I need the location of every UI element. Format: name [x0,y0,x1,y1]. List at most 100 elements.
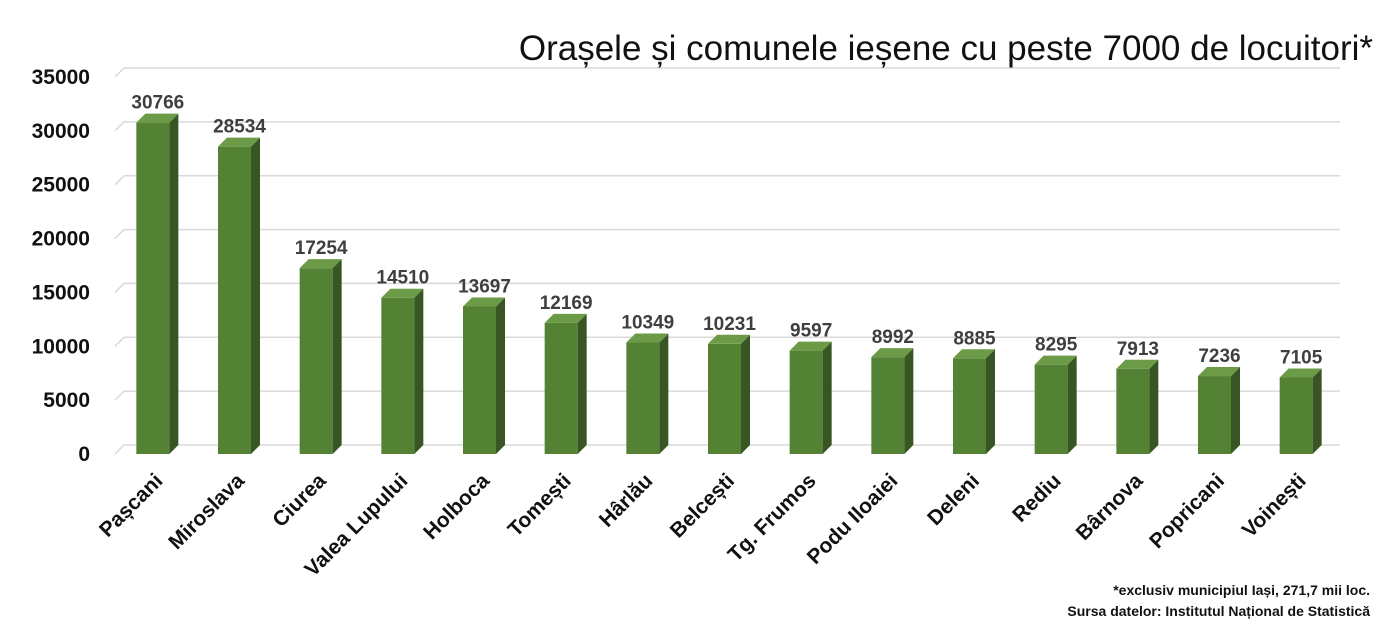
bar-side [251,137,260,454]
x-tick-label: Rediu [1008,469,1066,527]
bar-side [414,288,424,454]
bar-top [544,313,587,323]
data-label: 9597 [790,321,832,342]
data-label: 10349 [621,313,674,334]
bar [218,137,260,454]
gridline-diagonal [114,390,125,401]
bar-front [218,146,251,454]
bar-front [1034,364,1068,454]
x-tick-label: Voinești [1238,469,1311,542]
bar-top [1279,368,1322,378]
data-label: 14510 [376,268,429,289]
data-label: 8885 [953,328,996,349]
bar-side [822,341,832,454]
footnote-note: *exclusiv municipiul Iași, 271,7 mii loc… [1113,582,1370,598]
bar-side [169,113,179,454]
bar-side [1312,368,1322,454]
data-label: 30766 [131,93,184,114]
bar [381,288,424,454]
bar-top [789,341,832,351]
data-label: 28534 [213,117,266,138]
data-label: 12169 [540,293,593,314]
bar-side [904,348,914,454]
y-tick-label: 0 [78,443,90,466]
x-tick-label: Deleni [923,469,984,530]
bar-side [496,297,505,454]
bar-side [659,333,669,454]
bar [136,113,179,454]
data-label: 13697 [458,276,511,297]
bar-top [626,333,669,343]
bar-side [741,334,750,454]
bar-top [381,288,424,298]
bar-top [1198,367,1240,377]
x-tick-label: Pașcani [95,469,167,541]
bar-front [626,342,660,454]
bar-front [544,322,578,454]
gridline-diagonal [114,67,125,78]
y-tick-label: 25000 [32,174,90,197]
x-tick-label: Hârlău [595,469,657,531]
bar [1116,359,1159,454]
y-tick-label: 30000 [32,120,90,143]
bar-top [218,137,260,147]
bar-front [381,297,415,454]
gridline-diagonal [114,444,125,455]
bar-side [986,349,995,454]
bar-top [463,297,505,307]
bar [299,259,342,454]
bar [626,333,669,454]
data-label: 7105 [1280,347,1323,368]
bars [136,113,1322,454]
bar-side [1149,359,1159,454]
data-label: 7913 [1117,339,1159,360]
x-tick-label: Holboca [419,469,494,544]
bar-front [708,343,741,454]
x-tick-label: Popricani [1145,469,1229,553]
x-tick-label: Ciurea [268,469,331,532]
x-tick-label: Tomești [504,469,576,541]
bar-side [1067,355,1077,454]
y-tick-label: 15000 [32,281,90,304]
data-label: 17254 [295,238,348,259]
bar [871,348,914,454]
footnote-source: Sursa datelor: Institutul Național de St… [1067,603,1370,619]
data-label: 8295 [1035,335,1078,356]
bar-front [789,350,823,454]
x-tick-label: Belcești [666,469,739,542]
chart-title: Orașele și comunele ieșene cu peste 7000… [519,29,1373,68]
gridline-diagonal [114,229,125,240]
bar-front [136,122,170,454]
data-label: 7236 [1198,346,1240,367]
bar-top [953,349,995,359]
bar [463,297,505,454]
bar-front [463,306,496,454]
bar-front [871,357,905,454]
x-tick-label: Miroslava [164,469,249,554]
bar-top [299,259,342,269]
bar [1034,355,1077,454]
gridline-diagonal [114,121,125,132]
bar [789,341,832,454]
bar [708,334,750,454]
y-tick-label: 10000 [32,335,90,358]
bar-side [577,313,587,454]
gridline-diagonal [114,336,125,347]
bar-side [332,259,342,454]
x-tick-label: Bârnova [1072,469,1148,545]
bar-top [1034,355,1077,365]
y-tick-label: 5000 [43,389,90,412]
y-tick-label: 20000 [32,228,90,251]
bar-top [708,334,750,344]
bar-front [1279,377,1313,454]
gridline-diagonal [114,282,125,293]
gridline-diagonal [114,175,125,186]
bar-front [299,268,333,454]
bar [1198,367,1240,454]
data-label: 8992 [872,327,914,348]
bar [953,349,995,454]
data-label: 10231 [703,314,756,335]
bar-top [136,113,179,123]
